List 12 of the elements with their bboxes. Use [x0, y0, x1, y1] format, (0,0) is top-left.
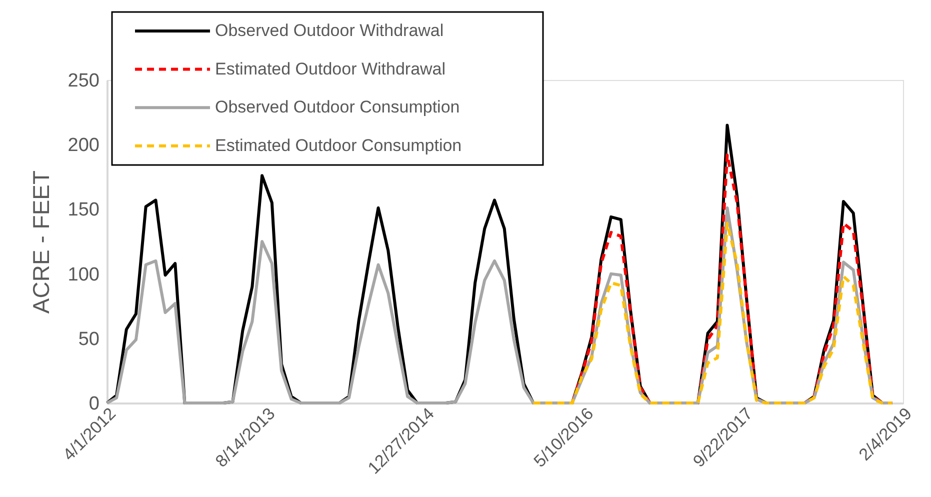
line-series	[532, 222, 894, 404]
legend-label: Estimated Outdoor Consumption	[215, 136, 462, 155]
y-axis-title: ACRE - FEET	[28, 170, 54, 314]
y-tick-label: 0	[88, 394, 100, 414]
y-tick-label: 200	[68, 135, 100, 156]
legend-label: Observed Outdoor Consumption	[215, 98, 460, 117]
y-tick-label: 100	[68, 264, 100, 286]
legend-label: Estimated Outdoor Withdrawal	[215, 59, 446, 78]
y-tick-label: 150	[68, 200, 100, 221]
y-tick-label: 250	[68, 70, 100, 92]
legend-label: Observed Outdoor Withdrawal	[215, 21, 444, 40]
y-tick-label: 50	[78, 328, 100, 350]
